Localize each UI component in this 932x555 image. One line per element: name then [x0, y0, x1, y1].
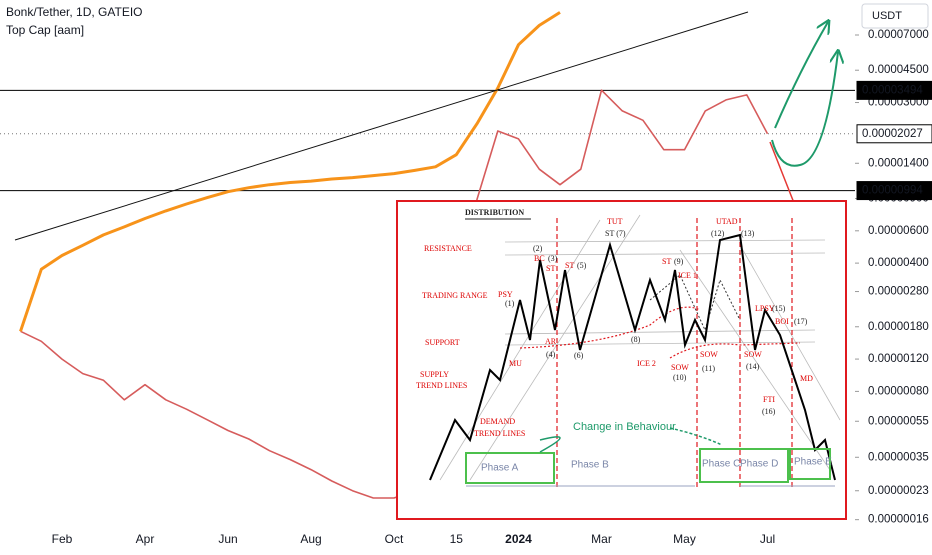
phase-label: Phase C	[702, 459, 740, 470]
price-label-box	[856, 80, 932, 100]
inset-label: TRADING RANGE	[422, 291, 488, 300]
price-axis	[855, 30, 932, 535]
inset-label: (9)	[674, 257, 684, 266]
x-tick-label: Feb	[52, 532, 73, 546]
y-tick-label: 0.00000180	[868, 321, 929, 333]
inset-label: RESISTANCE	[424, 244, 472, 253]
inset-label: SUPPLY	[420, 370, 449, 379]
inset-label: (15)	[772, 304, 786, 313]
y-tick-label: 0.00000600	[868, 225, 929, 237]
x-tick-label: Aug	[300, 532, 321, 546]
price-label-box	[856, 181, 932, 201]
y-tick-label: 0.00000055	[868, 415, 929, 427]
inset-label: TREND LINES	[474, 429, 525, 438]
price-label: 0.00000994	[862, 185, 923, 197]
y-tick-label: 0.00004500	[868, 64, 929, 76]
series-line	[20, 89, 769, 499]
inset-label: MD	[800, 374, 813, 383]
inset-label: ST (7)	[605, 229, 626, 238]
behaviour-label: Change in Behaviour	[573, 421, 676, 433]
inset-label: LPSY	[755, 304, 775, 313]
y-tick-label: 0.00000080	[868, 385, 929, 397]
inset-label: ST	[662, 257, 671, 266]
price-label: 0.00003494	[862, 84, 923, 96]
y-tick-label: 0.00000016	[868, 514, 929, 526]
inset-label: (2)	[533, 244, 543, 253]
title: Bonk/Tether, 1D, GATEIO	[6, 5, 143, 19]
trend-line	[14, 11, 749, 241]
inset-label: (5)	[577, 261, 587, 270]
axes: 0.000070000.000045000.000030000.00001400…	[52, 29, 932, 546]
inset-label: DEMAND	[480, 417, 515, 426]
x-tick-label: Mar	[591, 532, 612, 546]
price-label: 0.00002027	[862, 128, 923, 140]
inset-label: (17)	[794, 317, 808, 326]
inset-label: ICE 1	[678, 271, 697, 280]
currency: USDT	[872, 10, 902, 22]
x-tick-label: Jul	[760, 532, 775, 546]
x-tick-label: May	[673, 532, 696, 546]
inset-label: (10)	[673, 373, 687, 382]
inset-label: ST	[565, 261, 574, 270]
x-tick-label: 15	[450, 532, 464, 546]
y-tick-label: 0.00007000	[868, 29, 929, 41]
inset-label: SOW	[744, 350, 762, 359]
inset-label: TREND LINES	[416, 381, 467, 390]
phase-label: Phase A	[481, 463, 519, 474]
inset-label: (1)	[505, 299, 515, 308]
inset-label: (11)	[702, 364, 715, 373]
inset-label: (13)	[741, 229, 755, 238]
inset-label: (3)	[548, 254, 558, 263]
arrow-up	[771, 52, 838, 167]
inset-label: (16)	[762, 407, 776, 416]
inset-label: SOW	[700, 350, 718, 359]
inset-label: TUT	[607, 217, 623, 226]
y-tick-label: 0.00000120	[868, 353, 929, 365]
inset: DISTRIBUTION Change in Behaviour Phase A…	[396, 200, 847, 520]
indicator-label: Top Cap [aam]	[6, 23, 84, 37]
inset-label: SOW	[671, 363, 689, 372]
inset-label: (12)	[711, 229, 725, 238]
plot-area	[0, 11, 855, 499]
inset-label: UTAD	[716, 217, 738, 226]
y-tick-label: 0.00000035	[868, 451, 929, 463]
inset-label: FTI	[763, 395, 775, 404]
x-tick-label: Jun	[218, 532, 237, 546]
phase-label: Phase E	[794, 457, 832, 468]
inset-label: ST	[546, 264, 555, 273]
inset-label: BOI	[775, 317, 789, 326]
inset-label: (6)	[574, 351, 584, 360]
series-line	[19, 11, 561, 332]
inset-title: DISTRIBUTION	[465, 208, 524, 217]
inset-label: (4)	[546, 350, 556, 359]
arrow-up	[774, 22, 828, 129]
inset-label: PSY	[498, 290, 513, 299]
inset-label: ICE 2	[637, 359, 656, 368]
y-tick-label: 0.00000400	[868, 257, 929, 269]
y-tick-label: 0.00001400	[868, 157, 929, 169]
price-label-box	[856, 124, 932, 144]
x-tick-label: Apr	[136, 532, 155, 546]
inset-label: (14)	[746, 362, 760, 371]
y-tick-label: 0.00000280	[868, 286, 929, 298]
inset-label: SUPPORT	[425, 338, 460, 347]
phase-label: Phase B	[571, 460, 609, 471]
inset-label: AR	[545, 337, 557, 346]
x-tick-label: Oct	[385, 532, 404, 546]
x-tick-label: 2024	[505, 532, 532, 546]
inset-label: (8)	[631, 335, 641, 344]
inset-label: BC	[534, 254, 545, 263]
y-tick-label: 0.00000023	[868, 485, 929, 497]
phase-label: Phase D	[740, 459, 778, 470]
currency-box[interactable]	[861, 3, 929, 29]
inset-label: MU	[509, 359, 522, 368]
